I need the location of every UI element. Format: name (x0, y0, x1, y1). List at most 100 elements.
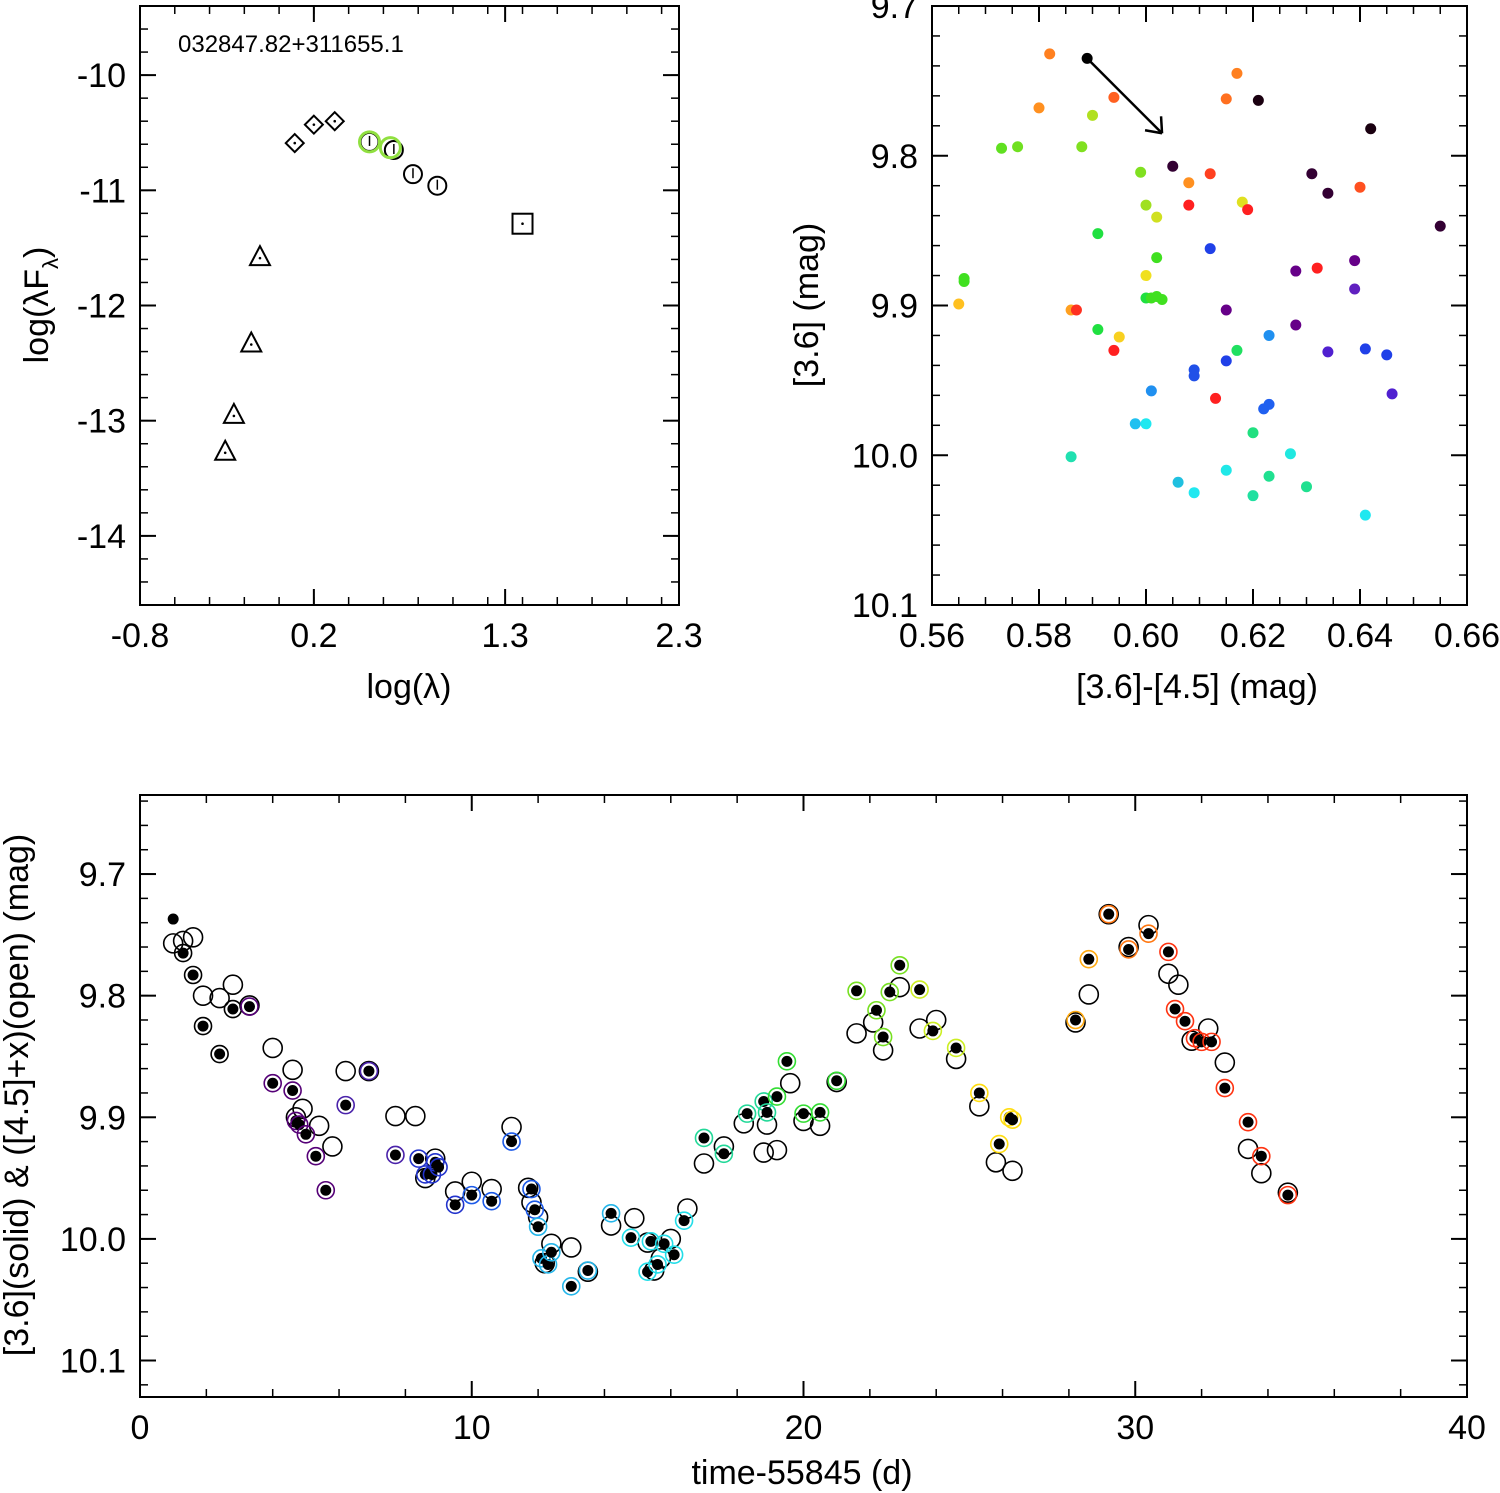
cmd-point (1044, 48, 1056, 60)
lc-4p5-open-point (1098, 903, 1120, 925)
x-tick-label: 0.60 (1113, 617, 1179, 655)
x-tick-label: 0.64 (1327, 617, 1393, 655)
cmd-point (1183, 199, 1195, 211)
lc-3p6-solid-point (300, 1128, 312, 1140)
x-tick-label: 2.3 (655, 617, 702, 655)
x-tick-label: 1.3 (481, 617, 528, 655)
y-tick-label: -11 (79, 172, 126, 210)
cmd-point (1188, 370, 1200, 382)
lc-color-ring (183, 965, 203, 985)
x-tick-label: -0.8 (111, 617, 170, 655)
lc-3p6-solid-point (197, 1020, 209, 1032)
plot-frame (139, 5, 680, 606)
cmd-point (1359, 509, 1371, 521)
cmd-point (1033, 102, 1045, 114)
lc-4p5-open-point (1065, 1012, 1086, 1033)
cmd-point (1434, 220, 1446, 232)
lc-color-ring (1202, 1032, 1221, 1052)
lc-3p6-solid-point (993, 1138, 1005, 1150)
cmd-point (1349, 255, 1361, 267)
y-tick-label: 10.0 (852, 437, 918, 475)
sed-errorbar-dot (521, 222, 524, 226)
lc-3p6-solid-point (433, 1161, 445, 1173)
lc-y-axis-title: [3.6](solid) & ([4.5]+x)(open) (mag) (0, 834, 36, 1356)
lc-3p6-solid-point (927, 1025, 939, 1037)
lc-3p6-solid-point (177, 947, 189, 959)
lc-3p6-solid-point (973, 1087, 985, 1099)
lc-3p6-solid-point (466, 1189, 478, 1201)
lc-4p5-open-point (1168, 974, 1189, 996)
lc-4p5-open-point (322, 1136, 343, 1157)
plot-frame (139, 794, 1468, 1398)
lc-color-ring (664, 1245, 684, 1265)
cmd-point (1140, 270, 1152, 282)
lc-color-ring (714, 1144, 734, 1164)
lc-color-ring (1119, 940, 1138, 959)
lc-4p5-open-point (677, 1198, 698, 1219)
cmd-point (1311, 262, 1323, 274)
lc-color-ring (999, 1107, 1019, 1127)
cmd-point (1140, 418, 1152, 430)
lc-4p5-open-point (182, 926, 204, 948)
lc-4p5-open-point (162, 933, 184, 954)
lc-3p6-solid-point (870, 1004, 882, 1016)
lc-3p6-solid-point (1206, 1036, 1218, 1048)
cmd-point (1108, 344, 1120, 356)
lc-color-ring (193, 1016, 213, 1036)
x-tick-label: 30 (1116, 1409, 1154, 1447)
reddening-arrow (1086, 57, 1163, 135)
cmd-point (1349, 283, 1361, 295)
lc-color-ring (263, 1073, 283, 1093)
lc-3p6-solid-point (506, 1136, 518, 1148)
y-tick-label: 9.7 (79, 856, 126, 894)
lc-3p6-solid-point (1282, 1189, 1294, 1201)
lc-3p6-solid-point (532, 1221, 544, 1233)
cmd-panel: [3.6]-[4.5] (mag) [3.6] (mag) 0.56 0.58 0.… (788, 0, 1500, 706)
lc-x-axis-title: time-55845 (d) (691, 1454, 912, 1492)
lc-3p6-solid-point (1255, 1150, 1267, 1162)
x-tick-label: 20 (785, 1409, 823, 1447)
lc-color-ring (1252, 1146, 1271, 1166)
plot-frame (931, 5, 1468, 606)
lc-4p5-open-point (385, 1105, 406, 1127)
y-tick-label: -12 (77, 288, 126, 326)
lc-3p6-solid-point (781, 1055, 793, 1067)
cmd-point (1151, 211, 1163, 223)
cmd-point (1247, 427, 1259, 439)
cmd-point (1290, 319, 1302, 331)
lc-color-ring (561, 1277, 581, 1296)
lc-color-ring (946, 1038, 966, 1058)
y-tick-label: 10.0 (60, 1221, 126, 1259)
cmd-point (1220, 355, 1232, 367)
x-tick-label: 0.62 (1220, 617, 1286, 655)
lightcurve-panel: time-55845 (d) [3.6](solid) & ([4.5]+x)(… (0, 794, 1486, 1492)
lc-3p6-solid-point (267, 1077, 279, 1089)
lc-3p6-solid-point (1196, 1036, 1208, 1048)
lc-3p6-solid-point (320, 1184, 332, 1196)
lc-3p6-solid-point (565, 1280, 577, 1292)
cmd-point (953, 298, 965, 310)
lc-3p6-solid-point (529, 1204, 541, 1216)
cmd-point (1092, 323, 1104, 335)
lc-3p6-solid-point (642, 1266, 654, 1278)
sed-optical-point (213, 438, 237, 461)
lc-4p5-open-point (693, 1153, 715, 1174)
cmd-point (1065, 451, 1077, 463)
lc-3p6-solid-point (340, 1099, 352, 1111)
lc-3p6-solid-point (741, 1108, 753, 1120)
lc-color-ring (359, 1061, 379, 1081)
lc-3p6-solid-point (542, 1258, 554, 1270)
lc-color-ring (336, 1095, 355, 1115)
lc-color-ring (173, 943, 193, 963)
lc-color-ring (621, 1228, 641, 1247)
lc-3p6-solid-point (877, 1031, 889, 1043)
lc-3p6-solid-point (187, 969, 199, 981)
lc-color-ring (542, 1242, 561, 1262)
cmd-point (1381, 349, 1393, 361)
lc-3p6-solid-point (798, 1108, 809, 1120)
lc-4p5-open-point (753, 1142, 774, 1163)
lc-color-ring (1238, 1112, 1258, 1132)
lc-color-ring (767, 1087, 787, 1106)
lc-3p6-solid-point (310, 1150, 322, 1162)
